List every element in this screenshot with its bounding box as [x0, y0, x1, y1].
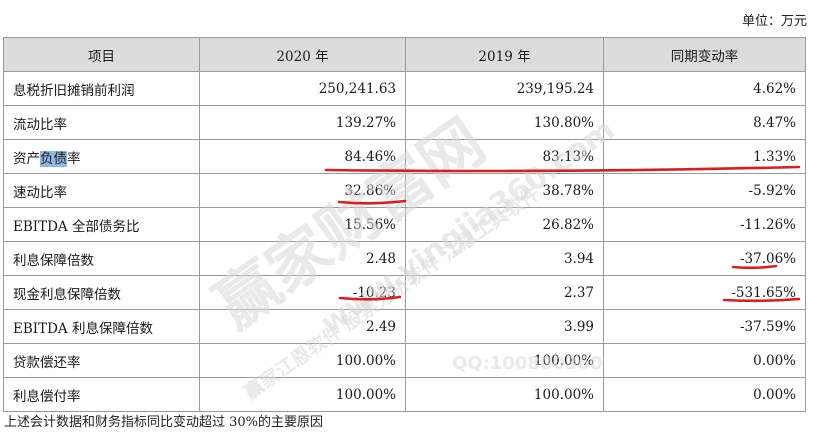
- row-value-2020: 32.86%: [199, 173, 406, 208]
- row-value-2019: 26.82%: [405, 207, 604, 242]
- row-value-2019: 100.00%: [405, 343, 604, 378]
- row-value-2019: 2.37: [405, 275, 604, 310]
- row-item-label: 利息偿付率: [3, 377, 200, 412]
- unit-label: 单位：万元: [741, 14, 807, 29]
- row-value-2020: 139.27%: [199, 105, 406, 140]
- table-row: 息税折旧摊销前利润 250,241.63 239,195.24 4.62%: [3, 71, 806, 106]
- row-value-2019: 3.94: [405, 241, 604, 276]
- table-row: 资产负债率 84.46% 83.13% 1.33%: [3, 139, 806, 174]
- row-change-rate: 8.47%: [603, 105, 806, 140]
- row-value-2019: 239,195.24: [405, 71, 604, 106]
- table-row: EBITDA 利息保障倍数 2.49 3.99 -37.59%: [3, 309, 806, 344]
- table-row: 贷款偿还率 100.00% 100.00% 0.00%: [3, 343, 806, 378]
- table-row: 速动比率 32.86% 38.78% -5.92%: [3, 173, 806, 208]
- footer-caption: 上述会计数据和财务指标同比变动超过 30%的主要原因: [4, 415, 324, 430]
- row-value-2019: 38.78%: [405, 173, 604, 208]
- item-label-suffix: 率: [67, 150, 81, 167]
- table-row: 利息保障倍数 2.48 3.94 -37.06%: [3, 241, 806, 276]
- row-value-2019: 130.80%: [405, 105, 604, 140]
- header-item: 项目: [3, 37, 200, 72]
- header-change-rate: 同期变动率: [603, 37, 806, 72]
- row-value-2020: 100.00%: [199, 343, 406, 378]
- row-value-2019: 3.99: [405, 309, 604, 344]
- row-change-rate: 0.00%: [603, 343, 806, 378]
- row-change-rate: 0.00%: [603, 377, 806, 412]
- table-row: 流动比率 139.27% 130.80% 8.47%: [3, 105, 806, 140]
- row-change-rate: -531.65%: [603, 275, 806, 310]
- header-2020: 2020 年: [199, 37, 406, 72]
- row-value-2020: 2.48: [199, 241, 406, 276]
- row-value-2020: 100.00%: [199, 377, 406, 412]
- table-row: 利息偿付率 100.00% 100.00% 0.00%: [3, 377, 806, 412]
- row-item-label: EBITDA 全部债务比: [3, 207, 200, 242]
- row-item-label: 流动比率: [3, 105, 200, 140]
- row-change-rate: -11.26%: [603, 207, 806, 242]
- table-row: EBITDA 全部债务比 15.56% 26.82% -11.26%: [3, 207, 806, 242]
- row-value-2020: 15.56%: [199, 207, 406, 242]
- row-change-rate: 1.33%: [603, 139, 806, 174]
- row-value-2020: 250,241.63: [199, 71, 406, 106]
- row-value-2020: 84.46%: [199, 139, 406, 174]
- row-item-label: 息税折旧摊销前利润: [3, 71, 200, 106]
- item-label-prefix: 资产: [13, 150, 40, 167]
- financial-indicators-table: 项目 2020 年 2019 年 同期变动率 息税折旧摊销前利润 250,241…: [3, 37, 806, 412]
- row-change-rate: -37.59%: [603, 309, 806, 344]
- row-value-2019: 83.13%: [405, 139, 604, 174]
- row-item-label: EBITDA 利息保障倍数: [3, 309, 200, 344]
- row-change-rate: -37.06%: [603, 241, 806, 276]
- header-2019: 2019 年: [405, 37, 604, 72]
- row-value-2020: -10.23: [199, 275, 406, 310]
- text-selection-highlight: 负债: [40, 150, 67, 167]
- row-item-label: 贷款偿还率: [3, 343, 200, 378]
- row-item-label: 资产负债率: [3, 139, 200, 174]
- row-value-2019: 100.00%: [405, 377, 604, 412]
- row-item-label: 现金利息保障倍数: [3, 275, 200, 310]
- row-item-label: 利息保障倍数: [3, 241, 200, 276]
- row-item-label: 速动比率: [3, 173, 200, 208]
- row-change-rate: 4.62%: [603, 71, 806, 106]
- row-change-rate: -5.92%: [603, 173, 806, 208]
- table-header-row: 项目 2020 年 2019 年 同期变动率: [3, 37, 806, 72]
- table-row: 现金利息保障倍数 -10.23 2.37 -531.65%: [3, 275, 806, 310]
- row-value-2020: 2.49: [199, 309, 406, 344]
